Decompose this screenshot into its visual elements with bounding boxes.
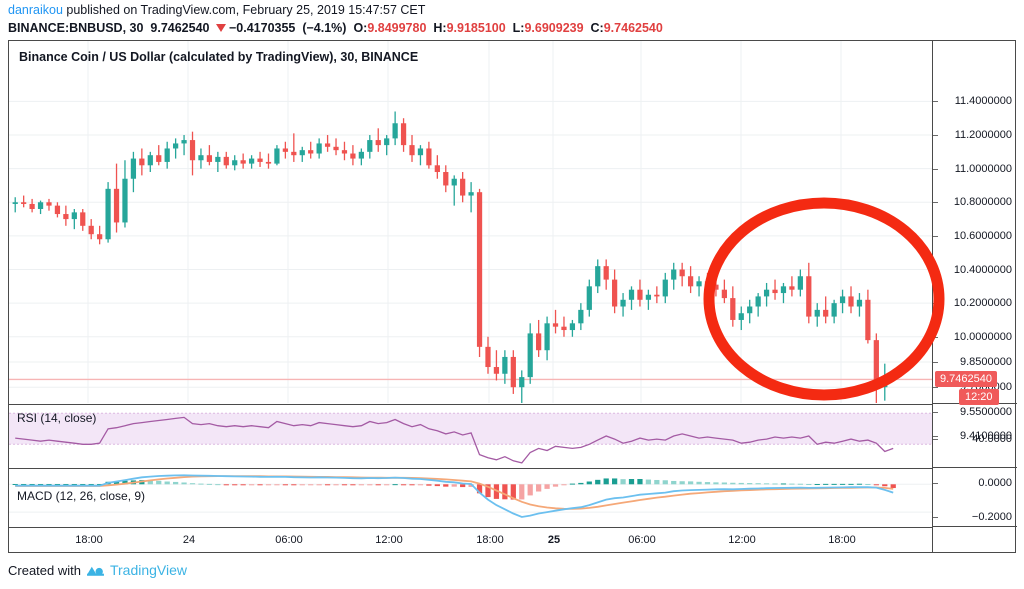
price-pane[interactable]: Binance Coin / US Dollar (calculated by … (9, 41, 932, 403)
chart-frame[interactable]: Binance Coin / US Dollar (calculated by … (8, 40, 1017, 553)
close-value: 9.7462540 (603, 21, 663, 35)
tradingview-brand[interactable]: TradingView (109, 562, 188, 578)
created-with-label: Created with (8, 562, 81, 578)
author-name[interactable]: danraikou (8, 3, 63, 17)
macd-canvas (9, 474, 932, 518)
time-axis[interactable]: 18:00 24 06:00 12:00 18:00 25 06:00 12:00 18:00 (9, 527, 932, 552)
macd-title: MACD (12, 26, close, 9) (17, 489, 146, 503)
axis-separator (933, 467, 1017, 468)
high-value: 9.9185100 (446, 21, 506, 35)
time-axis-label: 12:00 (728, 534, 756, 546)
price-axis-label: 10.2000000 (953, 297, 1012, 310)
price-axis-tick (933, 336, 938, 338)
publish-text: published on TradingView.com, February 2… (62, 3, 426, 17)
price-axis-label: 11.4000000 (954, 95, 1012, 108)
price-axis-tick (933, 168, 938, 170)
price-axis-tick (933, 235, 938, 237)
rsi-axis-label: 40.0000 (972, 433, 1012, 445)
open-label: O: (353, 21, 368, 35)
change-percent: (−4.1%) (302, 21, 347, 35)
candlestick-canvas (9, 41, 932, 403)
footer: Created with TradingView (8, 562, 187, 578)
price-axis-label: 9.4100000 (960, 429, 1012, 442)
low-value: 9.6909239 (524, 21, 584, 35)
price-axis-tick (933, 361, 938, 363)
rsi-pane[interactable]: RSI (14, close) (9, 404, 932, 467)
rsi-canvas (9, 412, 932, 464)
price-axis[interactable]: 11.4000000 11.2000000 11.0000000 10.8000000… (932, 41, 1017, 552)
macd-axis-tick (933, 483, 938, 484)
chart-header: danraikou published on TradingView.com, … (8, 3, 1008, 36)
rsi-axis-tick (933, 439, 938, 440)
change-absolute: −0.4170355 (228, 21, 296, 35)
price-axis-tick (933, 202, 938, 204)
macd-pane[interactable]: MACD (12, 26, close, 9) (9, 468, 932, 526)
price-axis-tick (933, 135, 938, 137)
crosshair-time-badge[interactable]: 12:20 (959, 389, 999, 406)
macd-axis-tick (933, 517, 938, 518)
macd-axis-label: −0.2000 (971, 511, 1012, 523)
current-price-badge[interactable]: 9.7462540 (935, 371, 997, 388)
close-label: C: (590, 21, 604, 35)
time-axis-label: 12:00 (375, 534, 403, 546)
axis-separator (933, 526, 1017, 527)
open-value: 9.8499780 (367, 21, 427, 35)
price-axis-label: 9.8500000 (960, 355, 1012, 368)
time-axis-label: 24 (182, 534, 196, 546)
triangle-down-icon (215, 23, 226, 32)
price-axis-tick (933, 101, 938, 103)
publish-line: danraikou published on TradingView.com, … (8, 3, 1008, 18)
high-label: H: (433, 21, 447, 35)
last-price: 9.7462540 (150, 21, 210, 35)
low-label: L: (512, 21, 525, 35)
quote-line: BINANCE:BNBUSD, 30 9.7462540 −0.4170355 … (8, 20, 1008, 36)
price-axis-label: 10.4000000 (953, 263, 1012, 276)
price-axis-label: 10.0000000 (953, 330, 1012, 343)
price-axis-tick (933, 435, 938, 437)
symbol-label[interactable]: BINANCE:BNBUSD, 30 (8, 21, 144, 35)
price-axis-tick (933, 303, 938, 305)
time-axis-label: 06:00 (275, 534, 303, 546)
macd-axis-label: 0.0000 (978, 477, 1012, 489)
time-axis-label: 18:00 (75, 534, 103, 546)
rsi-title: RSI (14, close) (17, 411, 97, 425)
time-axis-label: 25 (547, 534, 561, 546)
price-axis-tick (933, 412, 938, 414)
price-axis-tick (933, 269, 938, 271)
price-axis-label: 11.2000000 (954, 129, 1012, 142)
price-axis-label: 9.5500000 (960, 406, 1012, 419)
time-axis-label: 18:00 (476, 534, 504, 546)
price-axis-label: 10.8000000 (953, 196, 1012, 209)
time-axis-label: 18:00 (828, 534, 856, 546)
time-axis-label: 06:00 (628, 534, 656, 546)
price-axis-label: 10.6000000 (953, 229, 1012, 242)
price-axis-label: 11.0000000 (954, 162, 1012, 175)
tradingview-logo-icon (87, 566, 104, 576)
chart-title: Binance Coin / US Dollar (calculated by … (19, 50, 419, 64)
